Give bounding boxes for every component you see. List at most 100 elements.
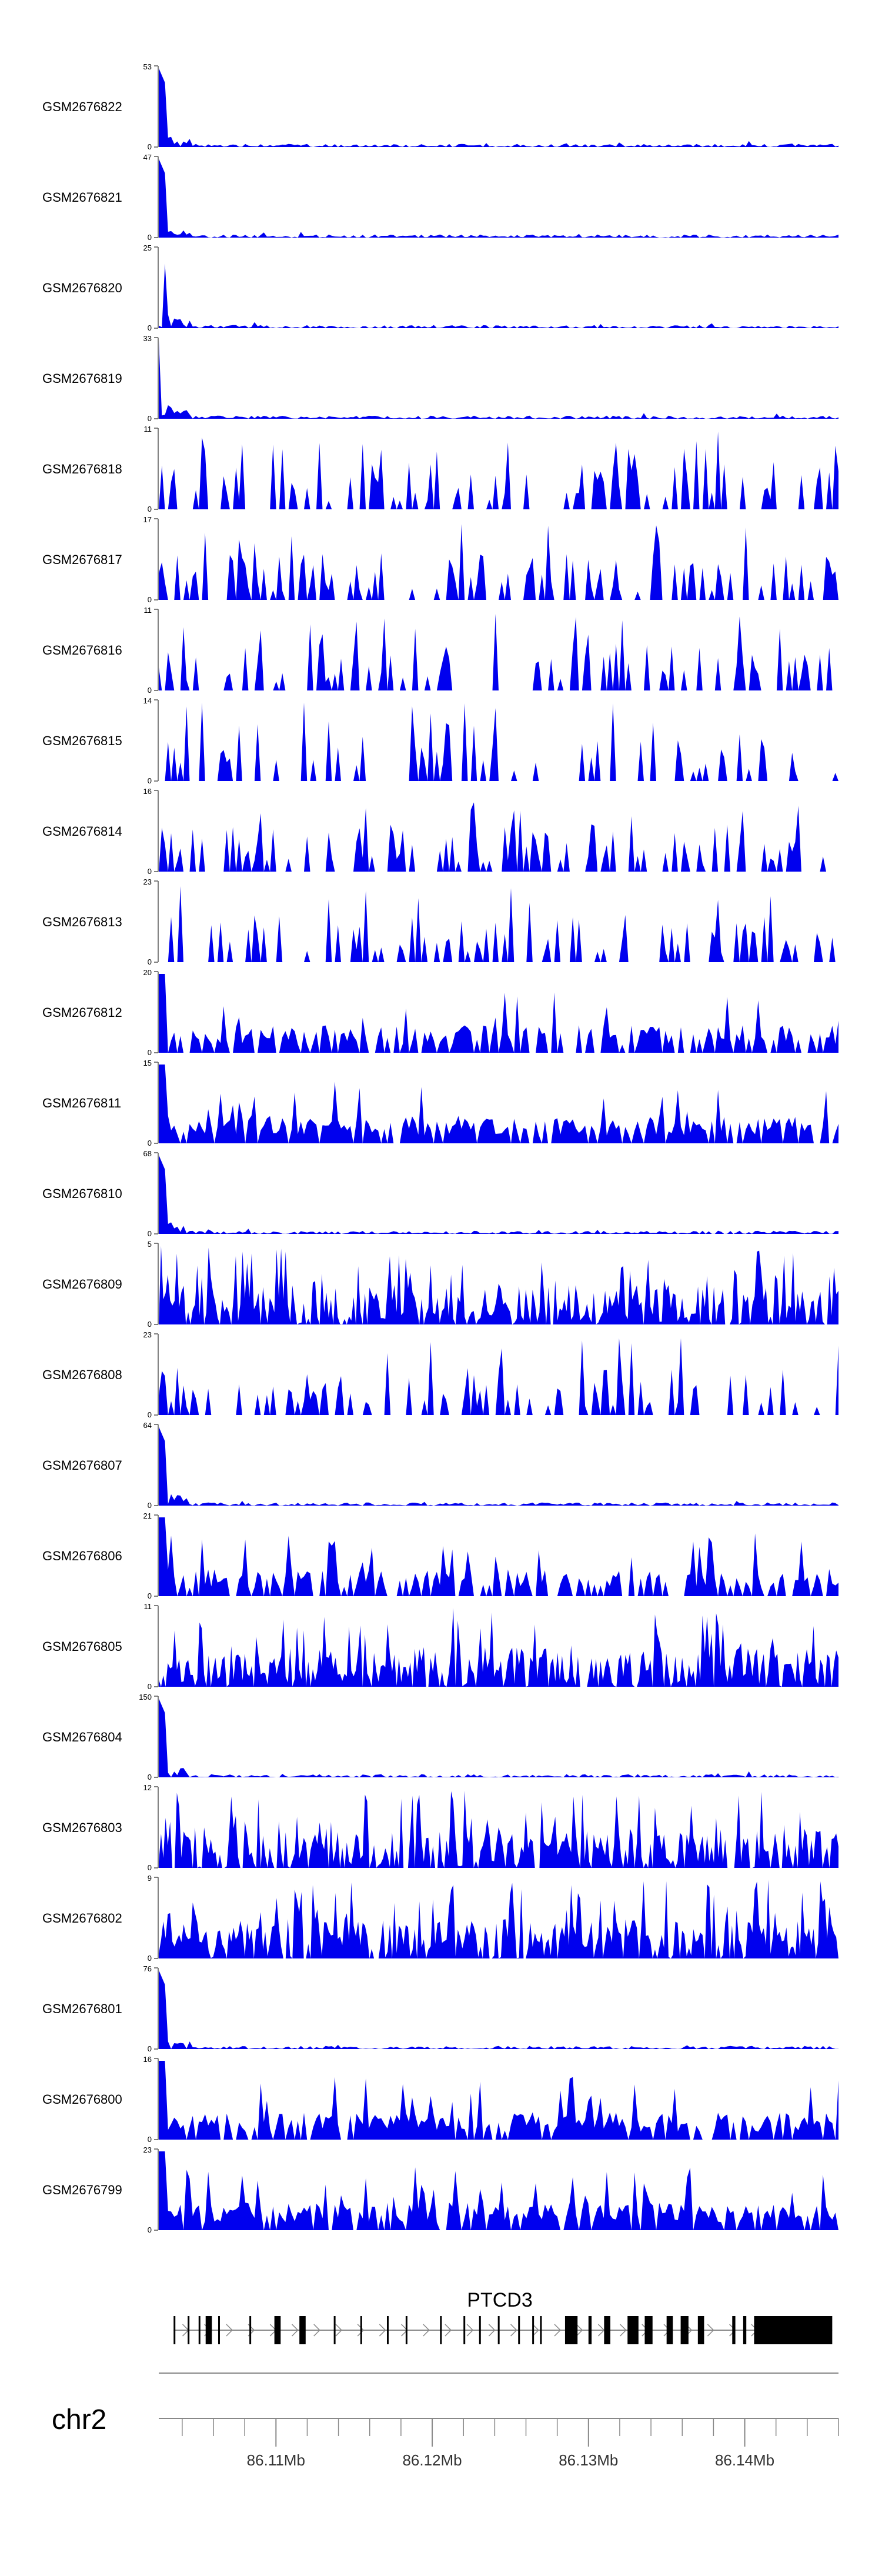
track-ymax-label: 64 xyxy=(143,1421,152,1430)
gene-exon xyxy=(697,2316,704,2344)
strand-arrow xyxy=(707,2324,714,2337)
track-GSM2676818: GSM2676818 11 0 xyxy=(42,425,838,513)
gene-exon xyxy=(532,2316,534,2344)
strand-arrow xyxy=(335,2324,342,2337)
coverage-area xyxy=(159,886,838,962)
track-GSM2676801: GSM2676801 76 0 xyxy=(42,1964,838,2053)
gene-exon xyxy=(644,2316,653,2344)
coverage-area xyxy=(159,431,838,509)
coverage-area xyxy=(159,2151,838,2230)
gene-exon xyxy=(360,2316,362,2344)
track-label: GSM2676811 xyxy=(42,1096,121,1110)
gene-exon xyxy=(497,2316,500,2344)
strand-arrow xyxy=(729,2324,736,2337)
gene-exon xyxy=(754,2316,833,2344)
track-ymax-label: 150 xyxy=(139,1693,152,1701)
track-GSM2676799: GSM2676799 23 0 xyxy=(42,2145,838,2234)
strand-arrow xyxy=(226,2324,233,2337)
track-ymin-label: 0 xyxy=(148,1229,152,1238)
gene-label: PTCD3 xyxy=(467,2289,532,2311)
track-ymin-label: 0 xyxy=(148,686,152,695)
gene-exon xyxy=(564,2316,578,2344)
strand-arrow xyxy=(379,2324,386,2337)
track-ymax-label: 11 xyxy=(144,1602,152,1611)
gene-exon xyxy=(732,2316,736,2344)
gene-exon xyxy=(274,2316,281,2344)
coverage-area xyxy=(159,802,838,872)
track-GSM2676812: GSM2676812 20 0 xyxy=(42,968,838,1057)
track-ymax-label: 23 xyxy=(143,877,152,886)
track-ymin-label: 0 xyxy=(148,1139,152,1147)
track-ymax-label: 16 xyxy=(143,787,152,796)
track-label: GSM2676820 xyxy=(42,281,122,295)
track-GSM2676811: GSM2676811 15 0 xyxy=(42,1059,838,1147)
strand-arrow xyxy=(291,2324,299,2337)
coverage-area xyxy=(159,340,838,419)
gene-exon xyxy=(743,2316,747,2344)
axis-tick-label: 86.14Mb xyxy=(715,2451,774,2469)
track-GSM2676800: GSM2676800 16 0 xyxy=(42,2055,838,2144)
track-ymin-label: 0 xyxy=(148,1682,152,1691)
strand-arrow xyxy=(510,2324,517,2337)
gene-exon xyxy=(386,2316,389,2344)
track-ymin-label: 0 xyxy=(148,1591,152,1600)
track-label: GSM2676801 xyxy=(42,2001,122,2016)
track-GSM2676805: GSM2676805 11 0 xyxy=(42,1602,838,1691)
track-ymin-label: 0 xyxy=(148,505,152,513)
gene-model-track: PTCD3 xyxy=(173,2289,833,2344)
track-ymax-label: 76 xyxy=(143,1964,152,1973)
gene-exon xyxy=(218,2316,220,2344)
coverage-area xyxy=(159,524,838,600)
track-label: GSM2676822 xyxy=(42,99,122,114)
track-ymin-label: 0 xyxy=(148,142,152,151)
track-ymin-label: 0 xyxy=(148,1048,152,1057)
track-ymin-label: 0 xyxy=(148,1320,152,1329)
track-label: GSM2676809 xyxy=(42,1277,122,1292)
track-GSM2676816: GSM2676816 11 0 xyxy=(42,606,838,695)
track-label: GSM2676802 xyxy=(42,1911,122,1926)
track-ymax-label: 53 xyxy=(143,62,152,71)
coverage-area xyxy=(159,974,838,1053)
track-ymin-label: 0 xyxy=(148,414,152,423)
gene-exon xyxy=(463,2316,466,2344)
track-ymin-label: 0 xyxy=(148,2225,152,2234)
track-ymin-label: 0 xyxy=(148,957,152,966)
genome-axis: chr2 86.11Mb 86.12Mb 86.13Mb 86.14Mb xyxy=(52,2373,839,2469)
track-GSM2676817: GSM2676817 17 0 xyxy=(42,515,838,604)
track-GSM2676813: GSM2676813 23 0 xyxy=(42,877,838,966)
gene-exon xyxy=(299,2316,306,2344)
track-label: GSM2676812 xyxy=(42,1005,122,1020)
coverage-area xyxy=(159,1155,838,1234)
coverage-area xyxy=(159,1608,838,1687)
coverage-area xyxy=(159,1790,838,1868)
track-GSM2676820: GSM2676820 25 0 xyxy=(42,243,838,332)
track-ymax-label: 25 xyxy=(143,243,152,252)
axis-tick-label: 86.13Mb xyxy=(559,2451,618,2469)
track-ymin-label: 0 xyxy=(148,233,152,242)
track-ymax-label: 11 xyxy=(144,606,152,615)
gene-exon xyxy=(405,2316,407,2344)
track-label: GSM2676818 xyxy=(42,462,122,476)
track-label: GSM2676805 xyxy=(42,1639,122,1654)
strand-arrow xyxy=(488,2324,496,2337)
track-GSM2676806: GSM2676806 21 0 xyxy=(42,1511,838,1600)
track-GSM2676802: GSM2676802 9 0 xyxy=(42,1874,838,1963)
track-ymax-label: 21 xyxy=(143,1511,152,1520)
coverage-area xyxy=(159,263,838,328)
track-ymin-label: 0 xyxy=(148,1501,152,1510)
track-ymax-label: 12 xyxy=(143,1783,152,1792)
strand-arrow xyxy=(532,2324,539,2337)
track-GSM2676808: GSM2676808 23 0 xyxy=(42,1330,838,1419)
track-GSM2676815: GSM2676815 14 0 xyxy=(42,696,838,785)
gene-exon xyxy=(540,2316,542,2344)
track-ymax-label: 23 xyxy=(143,1330,152,1339)
coverage-area xyxy=(159,159,838,238)
track-label: GSM2676821 xyxy=(42,190,122,205)
track-label: GSM2676806 xyxy=(42,1549,122,1563)
track-label: GSM2676817 xyxy=(42,552,122,567)
track-GSM2676809: GSM2676809 5 0 xyxy=(42,1240,838,1329)
track-ymax-label: 33 xyxy=(143,334,152,343)
track-ymax-label: 9 xyxy=(148,1874,152,1883)
track-GSM2676821: GSM2676821 47 0 xyxy=(42,153,838,242)
